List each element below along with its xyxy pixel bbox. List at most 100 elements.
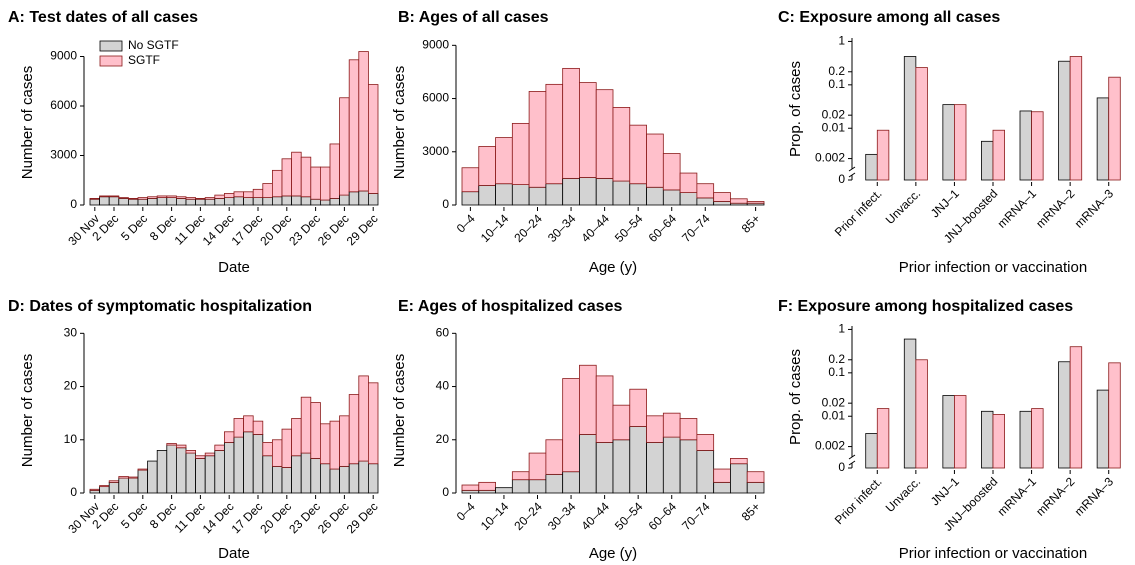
bar-segment	[646, 415, 664, 443]
bar-segment	[127, 198, 139, 206]
bar-segment	[595, 177, 614, 206]
bar-segment	[204, 197, 216, 200]
bar-segment	[233, 196, 245, 206]
bar-segment	[89, 198, 101, 206]
x-tick-label: 23 Dec	[286, 211, 323, 248]
bar-segment	[358, 460, 369, 494]
bar-segment	[562, 378, 580, 473]
bar-segment	[367, 193, 379, 206]
x-tick-label: 0–4	[454, 211, 478, 235]
x-tick-label: 26 Dec	[315, 499, 352, 536]
bar-segment	[612, 107, 631, 182]
bar-segment	[319, 423, 331, 465]
bar-segment	[223, 442, 235, 494]
bar-segment	[679, 192, 698, 206]
x-tick-label: 30–34	[545, 499, 579, 533]
bar-segment	[579, 82, 597, 178]
x-tick-label: Unvacc.	[883, 186, 924, 227]
bar-segment	[511, 471, 530, 481]
bar-segment	[127, 477, 139, 494]
x-tick-label: 5 Dec	[118, 211, 150, 243]
legend-label: SGTF	[128, 53, 160, 67]
bar-segment	[478, 185, 496, 206]
bar	[954, 395, 967, 469]
bar-segment	[358, 51, 369, 192]
bar-segment	[713, 468, 731, 483]
bar	[865, 433, 878, 469]
bar-segment	[185, 452, 197, 494]
y-tick-label: 60	[436, 325, 450, 339]
bar-segment	[118, 197, 129, 199]
bar-segment	[478, 146, 496, 186]
axis-break	[848, 454, 856, 460]
x-tick-label: mRNA–2	[1033, 474, 1078, 519]
panel-title: F: Exposure among hospitalized cases	[778, 298, 1073, 315]
x-axis-label: Age (y)	[589, 259, 637, 276]
bar-segment	[595, 375, 614, 443]
y-tick-label: 20	[436, 432, 450, 446]
legend-swatch	[99, 40, 123, 52]
bar-segment	[137, 198, 149, 206]
bar-segment	[175, 197, 187, 206]
bar-segment	[108, 481, 120, 494]
bar-segment	[195, 458, 206, 494]
bar-segment	[118, 197, 129, 206]
x-tick-label: 50–54	[612, 499, 646, 533]
y-tick-label: 3000	[422, 144, 449, 158]
y-tick-label: 20	[64, 379, 78, 393]
y-tick-label: 40	[436, 379, 450, 393]
bar-segment	[746, 481, 765, 494]
bar-segment	[185, 197, 197, 200]
bar-segment	[528, 452, 547, 481]
x-tick-label: 30–34	[545, 211, 579, 245]
x-tick-label: 20 Dec	[257, 211, 294, 248]
bar-segment	[545, 439, 564, 475]
x-tick-label: 26 Dec	[315, 211, 352, 248]
bar	[865, 153, 878, 181]
bar-segment	[339, 97, 350, 196]
y-tick-label: 1	[838, 322, 845, 336]
x-tick-label: 60–64	[646, 211, 680, 245]
bar-segment	[195, 198, 206, 206]
bar-segment	[271, 196, 283, 206]
bar	[1096, 389, 1110, 469]
bar	[992, 414, 1005, 469]
bar-segment	[214, 450, 225, 494]
bar-segment	[495, 137, 513, 185]
bar-segment	[166, 195, 177, 198]
bar-segment	[252, 188, 264, 198]
bar-segment	[662, 412, 681, 438]
panel-title: C: Exposure among all cases	[778, 9, 1000, 26]
y-tick-label: 0.2	[828, 64, 845, 78]
bar-segment	[679, 172, 698, 193]
y-tick-label: 0.02	[822, 107, 846, 121]
bar-segment	[562, 471, 580, 494]
bar-segment	[679, 418, 698, 441]
bar-segment	[511, 184, 530, 206]
bar-segment	[99, 195, 110, 198]
bar	[942, 395, 955, 469]
bar-segment	[204, 455, 216, 494]
bar-segment	[262, 183, 273, 198]
bar-segment	[175, 447, 187, 494]
legend-label: No SGTF	[128, 38, 179, 52]
bar-segment	[579, 177, 597, 206]
bar-segment	[252, 197, 264, 206]
bar-segment	[329, 420, 341, 470]
x-tick-label: 85+	[739, 499, 763, 523]
x-tick-label: 85+	[739, 211, 763, 235]
bar-segment	[262, 442, 273, 457]
bar-segment	[662, 189, 681, 206]
bar-segment	[195, 197, 206, 200]
x-tick-label: 40–44	[578, 211, 612, 245]
bar-segment	[300, 452, 312, 494]
bar-segment	[679, 439, 698, 494]
y-tick-label: 0.2	[828, 352, 845, 366]
bar	[1069, 346, 1083, 469]
bar-segment	[310, 166, 321, 200]
bar-segment	[195, 455, 206, 459]
bar-segment	[262, 455, 273, 494]
bar-segment	[233, 418, 245, 438]
x-tick-label: 14 Dec	[200, 211, 237, 248]
bar-segment	[281, 195, 293, 206]
